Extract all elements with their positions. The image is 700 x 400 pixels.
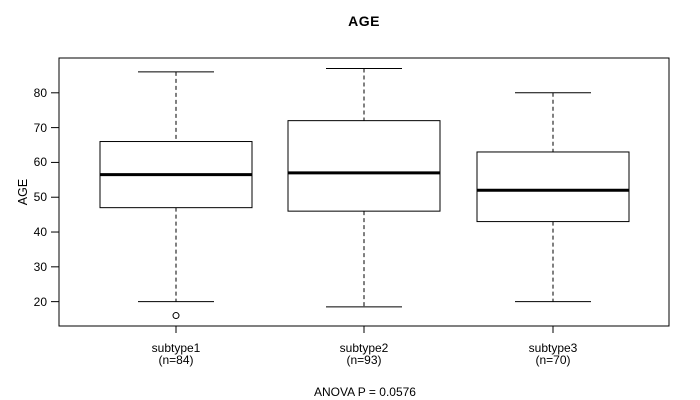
y-tick-label: 30: [33, 259, 47, 274]
category-name: subtype1: [151, 341, 201, 355]
y-tick-label: 40: [33, 225, 47, 240]
outlier-point-subtype1: [172, 312, 180, 320]
anova-annotation: ANOVA P = 0.0576: [314, 385, 416, 399]
iqr-box-subtype2: [287, 120, 441, 212]
y-tick-label: 50: [33, 190, 47, 205]
category-n-count: (n=70): [535, 353, 571, 367]
y-tick-label: 20: [33, 294, 47, 309]
category-name: subtype2: [339, 341, 389, 355]
category-label-subtype2: subtype2 (n=93): [294, 342, 434, 366]
iqr-box-subtype3: [476, 151, 630, 223]
category-n-count: (n=84): [158, 353, 194, 367]
category-name: subtype3: [528, 341, 578, 355]
category-label-subtype3: subtype3 (n=70): [483, 342, 623, 366]
y-tick-label: 60: [33, 155, 47, 170]
category-n-count: (n=93): [346, 353, 382, 367]
category-label-subtype1: subtype1 (n=84): [106, 342, 246, 366]
y-tick-label: 80: [33, 85, 47, 100]
y-tick-label: 70: [33, 120, 47, 135]
chart-title: AGE: [348, 13, 380, 29]
